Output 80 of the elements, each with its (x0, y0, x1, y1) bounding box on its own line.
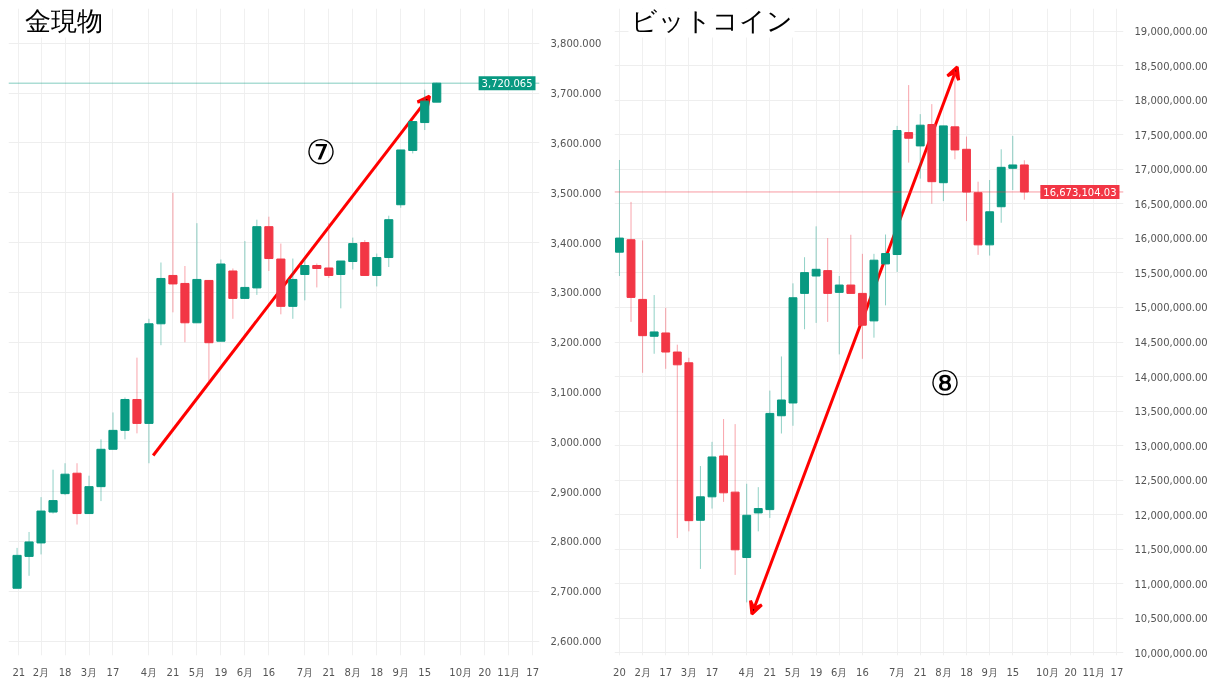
x-tick-label: 4月 (738, 666, 755, 678)
x-tick-label: 3月 (80, 666, 98, 678)
x-tick-label: 10月 (1036, 666, 1059, 678)
x-tick-label: 3月 (680, 666, 698, 678)
y-tick-label: 3,100.000 (550, 387, 602, 399)
annotation: ⑦ (305, 131, 337, 172)
y-tick-label: 17,000,000.00 (1134, 164, 1208, 176)
x-tick-label: 11月 (1082, 666, 1106, 678)
x-tick-label: 5月 (784, 666, 802, 678)
x-tick-label: 8月 (344, 666, 361, 678)
x-tick-label: 16 (262, 666, 276, 678)
x-tick-label: 21 (322, 666, 336, 678)
x-tick-label: 9月 (392, 666, 409, 678)
x-tick-label: 17 (659, 666, 673, 678)
annotation: ⑧ (929, 363, 961, 404)
x-tick-label: 18 (960, 666, 973, 678)
x-tick-label: 20 (613, 666, 626, 678)
x-tick-label: 15 (418, 666, 432, 678)
x-tick-label: 9月 (981, 666, 998, 678)
chart-title: ビットコイン (630, 5, 793, 36)
y-tick-label: 14,000,000.00 (1134, 371, 1208, 383)
x-tick-label: 18 (370, 666, 384, 678)
y-tick-label: 16,000,000.00 (1134, 233, 1208, 245)
x-tick-label: 18 (58, 666, 72, 678)
x-tick-label: 17 (705, 666, 719, 678)
x-tick-label: 19 (214, 666, 228, 678)
y-tick-label: 19,000,000.00 (1134, 26, 1208, 38)
x-tick-label: 7月 (296, 666, 314, 678)
y-tick-label: 3,400.000 (550, 237, 602, 249)
y-tick-label: 12,000,000.00 (1134, 509, 1208, 521)
y-tick-label: 17,500,000.00 (1134, 129, 1208, 141)
x-tick-label: 2月 (32, 666, 50, 678)
y-tick-label: 2,900.000 (550, 486, 602, 498)
x-tick-label: 8月 (935, 666, 952, 678)
y-tick-label: 2,700.000 (550, 586, 602, 598)
y-tick-label: 3,500.000 (550, 187, 602, 199)
x-tick-label: 19 (809, 666, 823, 678)
y-tick-label: 10,000,000.00 (1134, 647, 1208, 659)
x-tick-label: 10月 (449, 666, 473, 678)
x-tick-label: 11月 (497, 666, 521, 678)
x-tick-label: 20 (1064, 666, 1077, 678)
y-tick-label: 3,200.000 (550, 337, 602, 349)
y-tick-label: 11,000,000.00 (1134, 578, 1208, 590)
x-tick-label: 6月 (831, 666, 848, 678)
y-tick-label: 18,500,000.00 (1134, 60, 1208, 72)
y-tick-label: 18,000,000.00 (1134, 95, 1208, 107)
y-tick-label: 3,800.000 (550, 38, 602, 50)
chart-title: 金現物 (24, 5, 103, 36)
x-tick-label: 7月 (888, 666, 906, 678)
x-tick-label: 21 (913, 666, 927, 678)
x-tick-label: 2月 (634, 666, 651, 678)
y-tick-label: 13,000,000.00 (1134, 440, 1208, 452)
y-tick-label: 3,300.000 (550, 287, 602, 299)
y-tick-label: 3,700.000 (550, 88, 602, 100)
x-tick-label: 5月 (188, 666, 206, 678)
y-tick-label: 15,000,000.00 (1134, 302, 1208, 314)
x-tick-label: 17 (106, 666, 120, 678)
x-tick-label: 21 (763, 666, 777, 678)
x-tick-label: 20 (478, 666, 492, 678)
y-tick-label: 2,600.000 (550, 636, 602, 648)
ref-line-label: 3,720.065 (481, 78, 533, 90)
y-tick-label: 15,500,000.00 (1134, 267, 1208, 279)
x-tick-label: 17 (1110, 666, 1124, 678)
x-tick-label: 21 (12, 666, 26, 678)
x-tick-label: 6月 (236, 666, 254, 678)
x-tick-label: 17 (526, 666, 540, 678)
x-tick-label: 15 (1006, 666, 1020, 678)
x-tick-label: 16 (856, 666, 869, 678)
y-tick-label: 3,600.000 (550, 137, 602, 149)
y-tick-label: 12,500,000.00 (1134, 475, 1208, 487)
x-tick-label: 21 (166, 666, 180, 678)
x-tick-label: 4月 (140, 666, 158, 678)
y-tick-label: 3,000.000 (550, 436, 602, 448)
y-tick-label: 10,500,000.00 (1134, 613, 1208, 625)
y-tick-label: 11,500,000.00 (1134, 544, 1208, 556)
y-tick-label: 13,500,000.00 (1134, 406, 1208, 418)
y-tick-label: 2,800.000 (550, 536, 602, 548)
y-tick-label: 16,500,000.00 (1134, 198, 1208, 210)
ref-line-label: 16,673,104.03 (1043, 186, 1117, 198)
y-tick-label: 14,500,000.00 (1134, 337, 1208, 349)
